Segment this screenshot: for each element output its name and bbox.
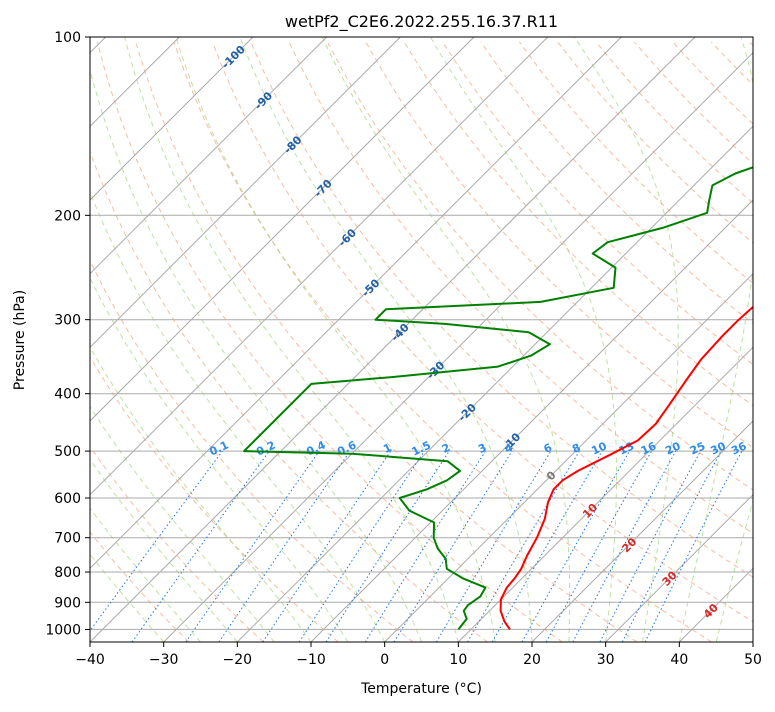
y-tick-label: 300 [54,313,81,329]
y-tick-label: 1000 [45,622,81,638]
x-tick-label: 30 [597,652,615,668]
x-tick-label: 20 [523,652,541,668]
x-tick-label: −40 [75,652,105,668]
x-axis-label: Temperature (°C) [360,681,482,697]
x-tick-label: 0 [380,652,389,668]
x-tick-label: −10 [296,652,326,668]
chart-title: wetPf2_C2E6.2022.255.16.37.R11 [285,12,558,32]
y-tick-label: 700 [54,531,81,547]
y-tick-label: 500 [54,444,81,460]
x-tick-label: 40 [670,652,688,668]
y-tick-label: 200 [54,208,81,224]
y-tick-label: 800 [54,565,81,581]
x-tick-label: −20 [223,652,253,668]
y-tick-label: 900 [54,595,81,611]
x-tick-label: 50 [744,652,762,668]
y-tick-label: 100 [54,30,81,46]
x-tick-label: 10 [449,652,467,668]
x-tick-label: −30 [149,652,179,668]
y-axis-label: Pressure (hPa) [12,290,28,390]
y-tick-label: 600 [54,491,81,507]
y-tick-label: 400 [54,387,81,403]
